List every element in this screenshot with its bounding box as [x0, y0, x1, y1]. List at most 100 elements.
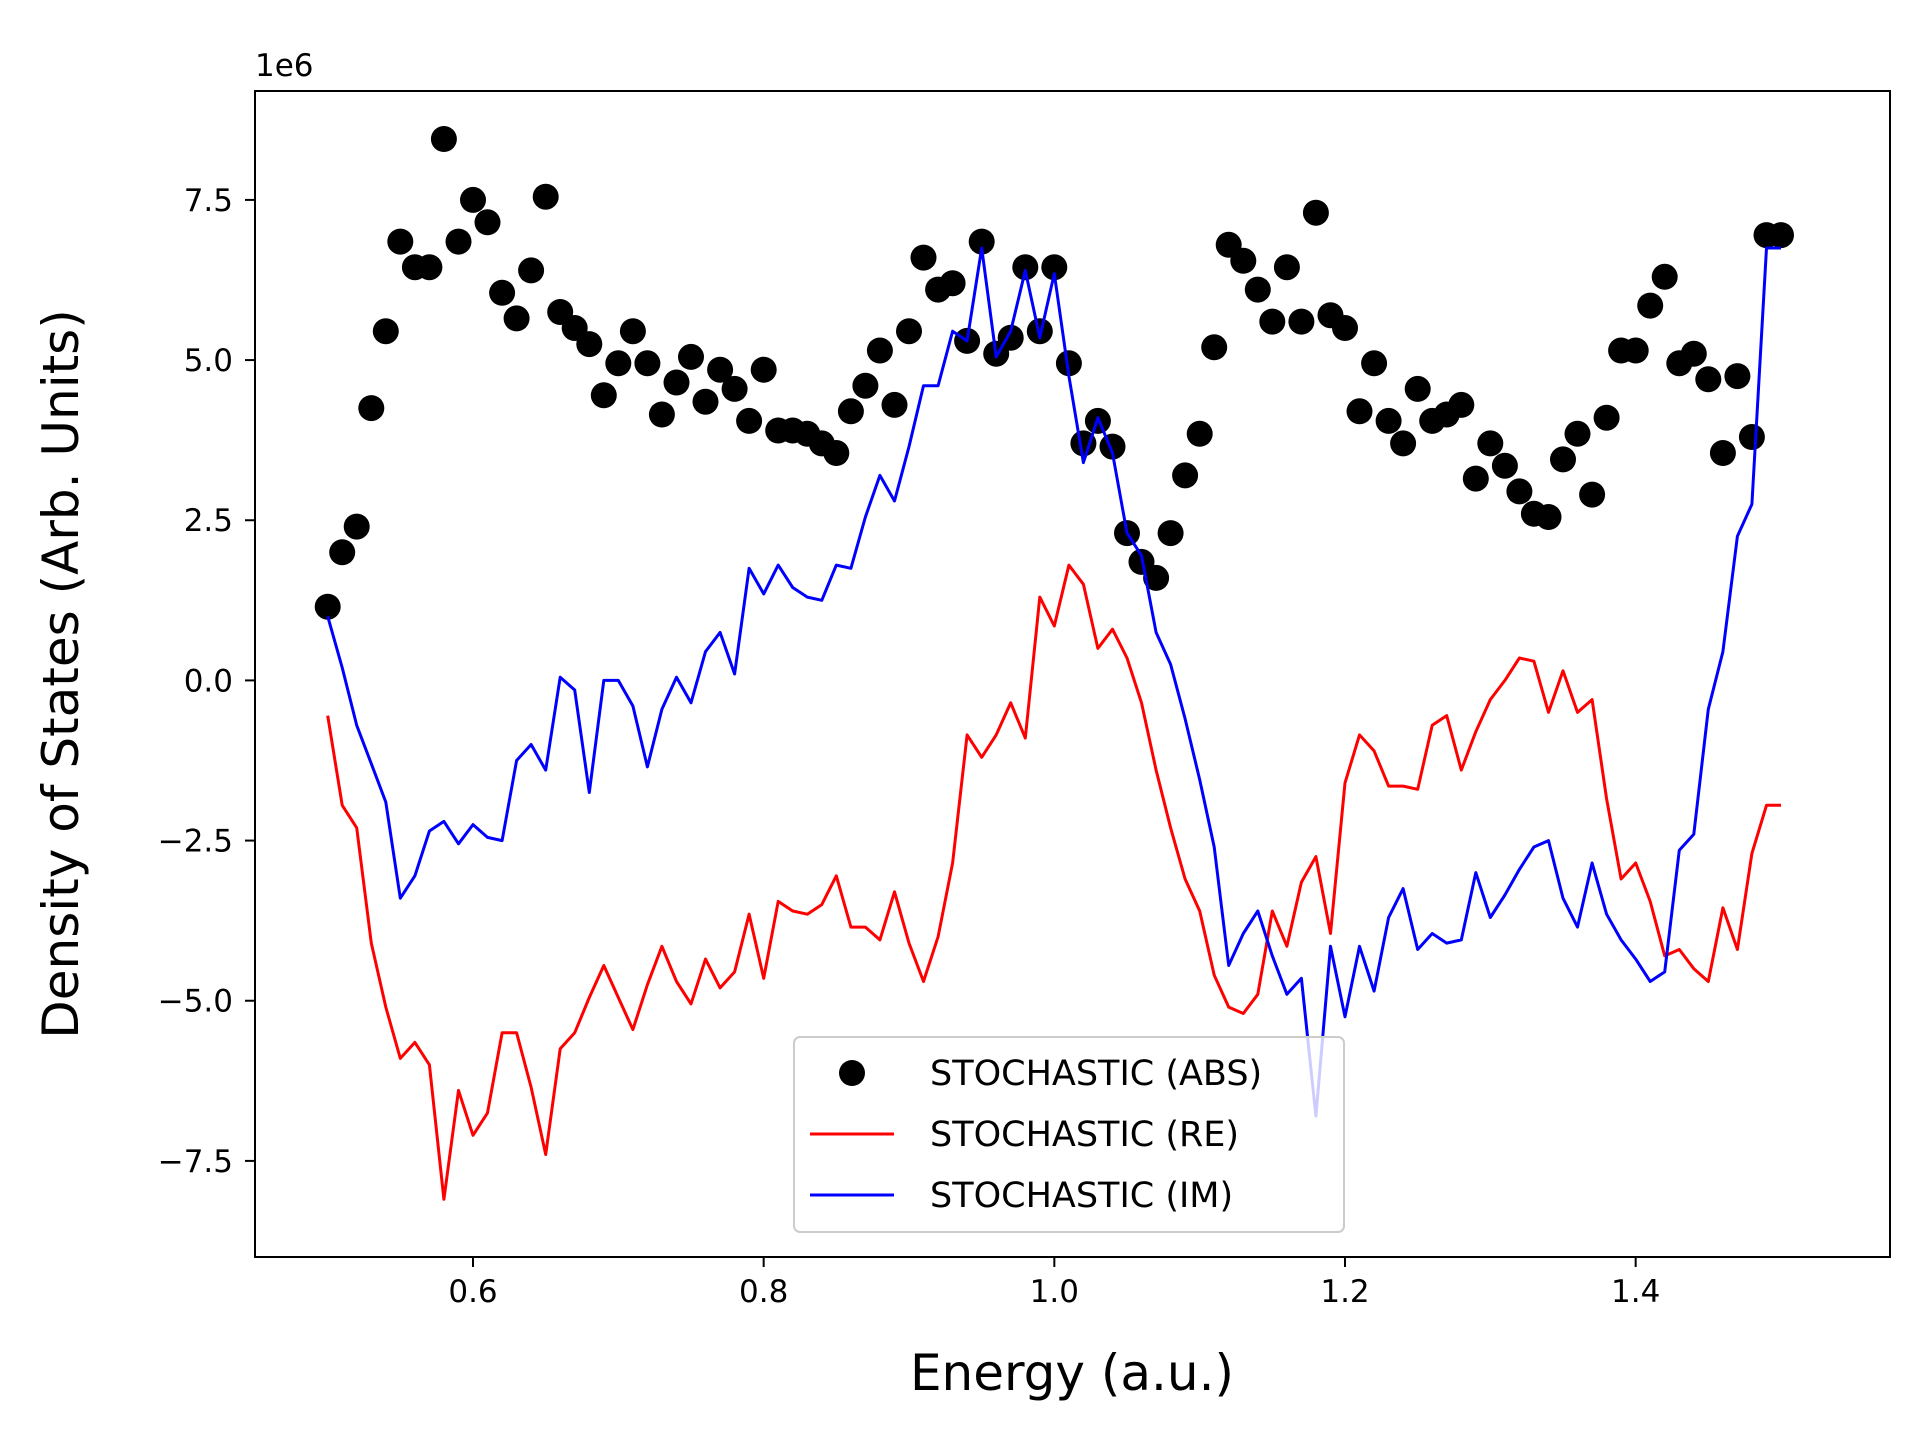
data-point — [489, 279, 516, 306]
data-point — [968, 228, 995, 255]
data-point — [1041, 254, 1068, 281]
data-point — [707, 356, 734, 383]
data-point — [881, 391, 908, 418]
data-point — [823, 440, 850, 466]
series-markers-stochastic-abs — [314, 126, 1794, 620]
x-tick-label: 0.6 — [448, 1274, 497, 1310]
data-point — [1579, 481, 1606, 508]
data-point — [532, 183, 559, 210]
data-point — [1259, 308, 1286, 335]
data-point — [1375, 407, 1402, 434]
y-tick-label: −2.5 — [158, 824, 233, 860]
data-point — [460, 186, 486, 213]
data-point — [1622, 337, 1649, 364]
data-point — [1651, 263, 1678, 290]
data-point — [1157, 520, 1184, 547]
legend-label: STOCHASTIC (IM) — [930, 1176, 1233, 1216]
data-point — [1477, 430, 1504, 457]
x-tick-label: 1.0 — [1030, 1274, 1079, 1310]
data-point — [1302, 199, 1329, 226]
data-point — [837, 398, 864, 425]
data-point — [1143, 564, 1170, 591]
data-point — [896, 318, 922, 345]
x-tick-label: 0.8 — [739, 1274, 788, 1310]
y-tick-label: 7.5 — [184, 183, 233, 219]
legend-item: STOCHASTIC (ABS) — [839, 1054, 1262, 1094]
data-point — [474, 209, 501, 236]
data-point — [619, 318, 646, 345]
data-point — [663, 369, 690, 396]
data-point — [678, 343, 704, 370]
data-point — [910, 244, 937, 271]
data-point — [1230, 247, 1257, 274]
data-point — [314, 593, 341, 620]
data-point — [1346, 398, 1373, 425]
series-layer — [314, 126, 1794, 1201]
data-point — [721, 375, 748, 402]
y-tick-label: 2.5 — [184, 503, 233, 539]
y-offset-label: 1e6 — [255, 48, 314, 84]
data-point — [1332, 315, 1358, 341]
data-point — [1724, 363, 1751, 390]
legend-swatch — [839, 1060, 865, 1086]
x-axis-label: Energy (a.u.) — [910, 1344, 1234, 1402]
data-point — [416, 254, 443, 281]
data-point — [343, 513, 370, 540]
data-point — [1709, 440, 1736, 466]
data-point — [1012, 254, 1039, 281]
data-point — [692, 388, 719, 415]
data-point — [1288, 308, 1315, 335]
data-point — [329, 539, 356, 566]
data-point — [1070, 430, 1097, 457]
data-point — [387, 228, 414, 255]
data-point — [1361, 350, 1388, 377]
data-point — [605, 350, 632, 377]
data-point — [1738, 424, 1765, 450]
data-point — [590, 382, 617, 409]
y-axis-label: Density of States (Arb. Units) — [32, 309, 90, 1039]
data-point — [866, 337, 893, 364]
data-point — [1273, 254, 1300, 281]
legend-label: STOCHASTIC (ABS) — [930, 1054, 1262, 1094]
data-point — [1244, 276, 1271, 303]
series-line-stochastic-re — [326, 563, 1781, 1201]
x-tick-label: 1.2 — [1320, 1274, 1369, 1310]
data-point — [1564, 420, 1591, 447]
x-axis: 0.6 0.8 1.0 1.2 1.4 — [448, 1257, 1660, 1310]
data-point — [648, 401, 675, 428]
data-point — [1637, 292, 1664, 319]
series-line-stochastic-im — [326, 246, 1781, 1118]
data-point — [736, 407, 763, 434]
legend-item: STOCHASTIC (IM) — [810, 1176, 1233, 1216]
data-point — [1768, 222, 1794, 249]
data-point — [939, 270, 966, 297]
data-point — [1535, 504, 1562, 530]
data-point — [1593, 404, 1620, 431]
data-point — [1462, 465, 1489, 492]
legend-box — [793, 1036, 1345, 1233]
data-point — [358, 395, 385, 422]
data-point — [1390, 430, 1417, 457]
legend-item: STOCHASTIC (RE) — [810, 1115, 1239, 1155]
data-point — [1404, 375, 1431, 402]
y-tick-label: 5.0 — [184, 343, 233, 379]
data-point — [1695, 366, 1722, 393]
y-tick-label: −5.0 — [158, 984, 233, 1020]
legend-label: STOCHASTIC (RE) — [930, 1115, 1239, 1155]
y-tick-label: −7.5 — [158, 1144, 233, 1180]
data-point — [430, 126, 457, 152]
data-point — [372, 318, 399, 345]
data-point — [852, 372, 879, 399]
data-point — [1680, 340, 1707, 367]
data-point — [1172, 462, 1199, 489]
legend: STOCHASTIC (ABS) STOCHASTIC (RE) STOCHASTI… — [793, 1036, 1345, 1233]
data-point — [1506, 478, 1533, 505]
data-point — [1186, 420, 1213, 447]
data-point — [1201, 334, 1228, 361]
data-point — [1550, 446, 1576, 473]
data-point — [576, 331, 603, 358]
data-point — [1055, 350, 1082, 377]
y-tick-label: 0.0 — [184, 663, 233, 699]
